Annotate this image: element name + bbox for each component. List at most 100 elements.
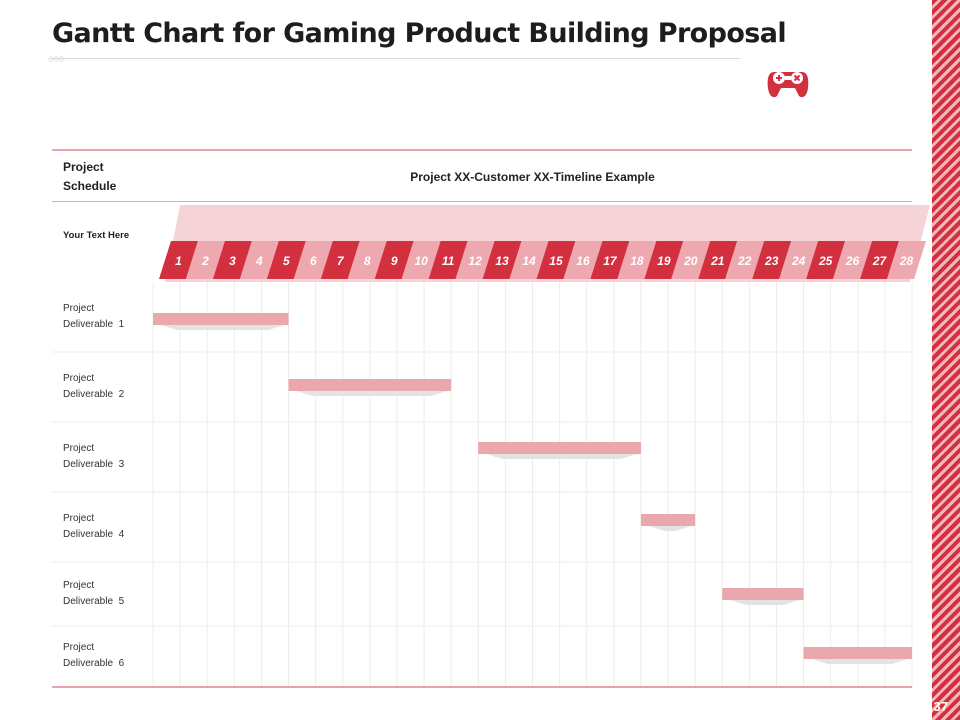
title-underline <box>50 58 740 59</box>
timeline-unit-label: 6 <box>310 254 317 268</box>
timeline-unit: 2 <box>185 241 225 279</box>
timeline-unit-box <box>887 241 926 279</box>
timeline-title: Project XX-Customer XX-Timeline Example <box>410 170 655 184</box>
gantt-bar-shadow <box>648 526 692 531</box>
timeline-unit-label: 24 <box>791 254 806 268</box>
timeline-unit: 24 <box>779 241 819 279</box>
deliverable-label-line: Project <box>63 513 95 524</box>
deliverable-label-line: Deliverable 5 <box>63 596 125 607</box>
timeline-unit: 6 <box>293 241 333 279</box>
timeline-unit-label: 12 <box>468 254 482 268</box>
timeline-unit-label: 21 <box>710 254 725 268</box>
timeline-unit-label: 28 <box>899 254 914 268</box>
gantt-bar <box>722 588 804 600</box>
timeline-unit: 15 <box>536 241 576 279</box>
timeline-unit: 7 <box>320 241 360 279</box>
timeline-unit-box <box>590 241 630 279</box>
timeline-unit-label: 4 <box>255 254 263 268</box>
deliverable-label-line: Project <box>63 580 95 591</box>
timeline-unit: 16 <box>563 241 603 279</box>
timeline-unit-box <box>779 241 819 279</box>
timeline-unit-label: 22 <box>737 254 752 268</box>
timeline-unit-box <box>212 241 252 279</box>
timeline-unit-label: 9 <box>391 254 398 268</box>
timeline-unit-box <box>239 241 279 279</box>
timeline-unit-label: 18 <box>630 254 644 268</box>
timeline-unit-box <box>293 241 333 279</box>
deliverable-label-line: Project <box>63 303 95 314</box>
timeline-unit-box <box>159 241 198 279</box>
timeline-unit: 8 <box>347 241 387 279</box>
page-number: 37 <box>933 699 948 714</box>
timeline-unit-box <box>374 241 414 279</box>
timeline-unit-box <box>563 241 603 279</box>
timeline-unit-label: 25 <box>818 254 833 268</box>
deliverable-label: Project Deliverable 5 <box>63 578 124 610</box>
timeline-unit-box <box>455 241 495 279</box>
deliverable-label-line: Project <box>63 373 95 384</box>
timeline-unit: 19 <box>644 241 684 279</box>
timeline-unit-box <box>347 241 387 279</box>
timeline-unit-box <box>671 241 711 279</box>
deliverable-label: Project Deliverable 2 <box>63 371 124 403</box>
timeline-unit-label: 8 <box>364 254 371 268</box>
timeline-unit-label: 26 <box>845 254 860 268</box>
deliverable-label-line: Deliverable 6 <box>63 658 125 669</box>
gantt-bar <box>478 442 641 454</box>
timeline-unit: 4 <box>239 241 279 279</box>
timeline-unit-box <box>806 241 846 279</box>
timeline-unit-label: 14 <box>522 254 536 268</box>
gamepad-icon <box>767 72 809 98</box>
timeline-unit: 23 <box>752 241 792 279</box>
deliverable-label-line: Deliverable 1 <box>63 319 125 330</box>
gantt-bar <box>803 647 912 659</box>
gantt-bar-shadow <box>811 659 908 664</box>
timeline-unit-label: 17 <box>603 254 618 268</box>
gantt-bar <box>288 379 452 391</box>
timeline-unit-label: 20 <box>683 254 698 268</box>
timeline-unit: 12 <box>455 241 495 279</box>
timeline-unit: 22 <box>725 241 765 279</box>
timeline-unit-box <box>509 241 549 279</box>
gantt-bar <box>640 514 696 526</box>
timeline-unit: 3 <box>212 241 252 279</box>
project-schedule-header: Project Schedule <box>63 160 117 193</box>
timeline-unit-box <box>266 241 306 279</box>
timeline-unit: 21 <box>698 241 738 279</box>
gantt-bar-shadow <box>296 391 448 396</box>
timeline-unit-box <box>428 241 468 279</box>
timeline-unit-box <box>320 241 360 279</box>
subheader-text: Your Text Here <box>63 230 130 241</box>
timeline-unit-box <box>752 241 792 279</box>
timeline-unit: 14 <box>509 241 549 279</box>
timeline-unit: 17 <box>590 241 630 279</box>
timeline-unit: 11 <box>428 241 468 279</box>
timeline-unit: 1 <box>159 241 198 279</box>
timeline-unit-box <box>401 241 441 279</box>
table-bottom-rule <box>52 686 912 688</box>
timeline-unit: 26 <box>833 241 873 279</box>
gantt-bar-shadow <box>486 454 637 459</box>
deliverable-label: Project Deliverable 3 <box>63 441 124 473</box>
header-rule <box>52 201 912 202</box>
timeline-unit-box <box>185 241 225 279</box>
gantt-bar-shadow <box>730 600 800 605</box>
timeline-unit-label: 11 <box>442 254 455 268</box>
timeline-unit-box <box>617 241 657 279</box>
decorative-stripe <box>932 0 960 720</box>
deliverable-label: Project Deliverable 6 <box>63 640 124 672</box>
timeline-unit-label: 15 <box>549 254 563 268</box>
timeline-unit-label: 5 <box>283 254 290 268</box>
deliverable-label-line: Project <box>63 443 95 454</box>
deliverable-label-line: Project <box>63 642 95 653</box>
timeline-unit-label: 13 <box>495 254 509 268</box>
timeline-unit: 20 <box>671 241 711 279</box>
deliverable-label: Project Deliverable 1 <box>63 301 124 333</box>
timeline-unit-box <box>536 241 576 279</box>
timeline-unit-box <box>725 241 765 279</box>
timeline-unit-label: 1 <box>175 254 182 268</box>
timeline-unit-label: 19 <box>657 254 671 268</box>
timeline-unit-label: 16 <box>576 254 590 268</box>
table-top-rule <box>52 149 912 151</box>
